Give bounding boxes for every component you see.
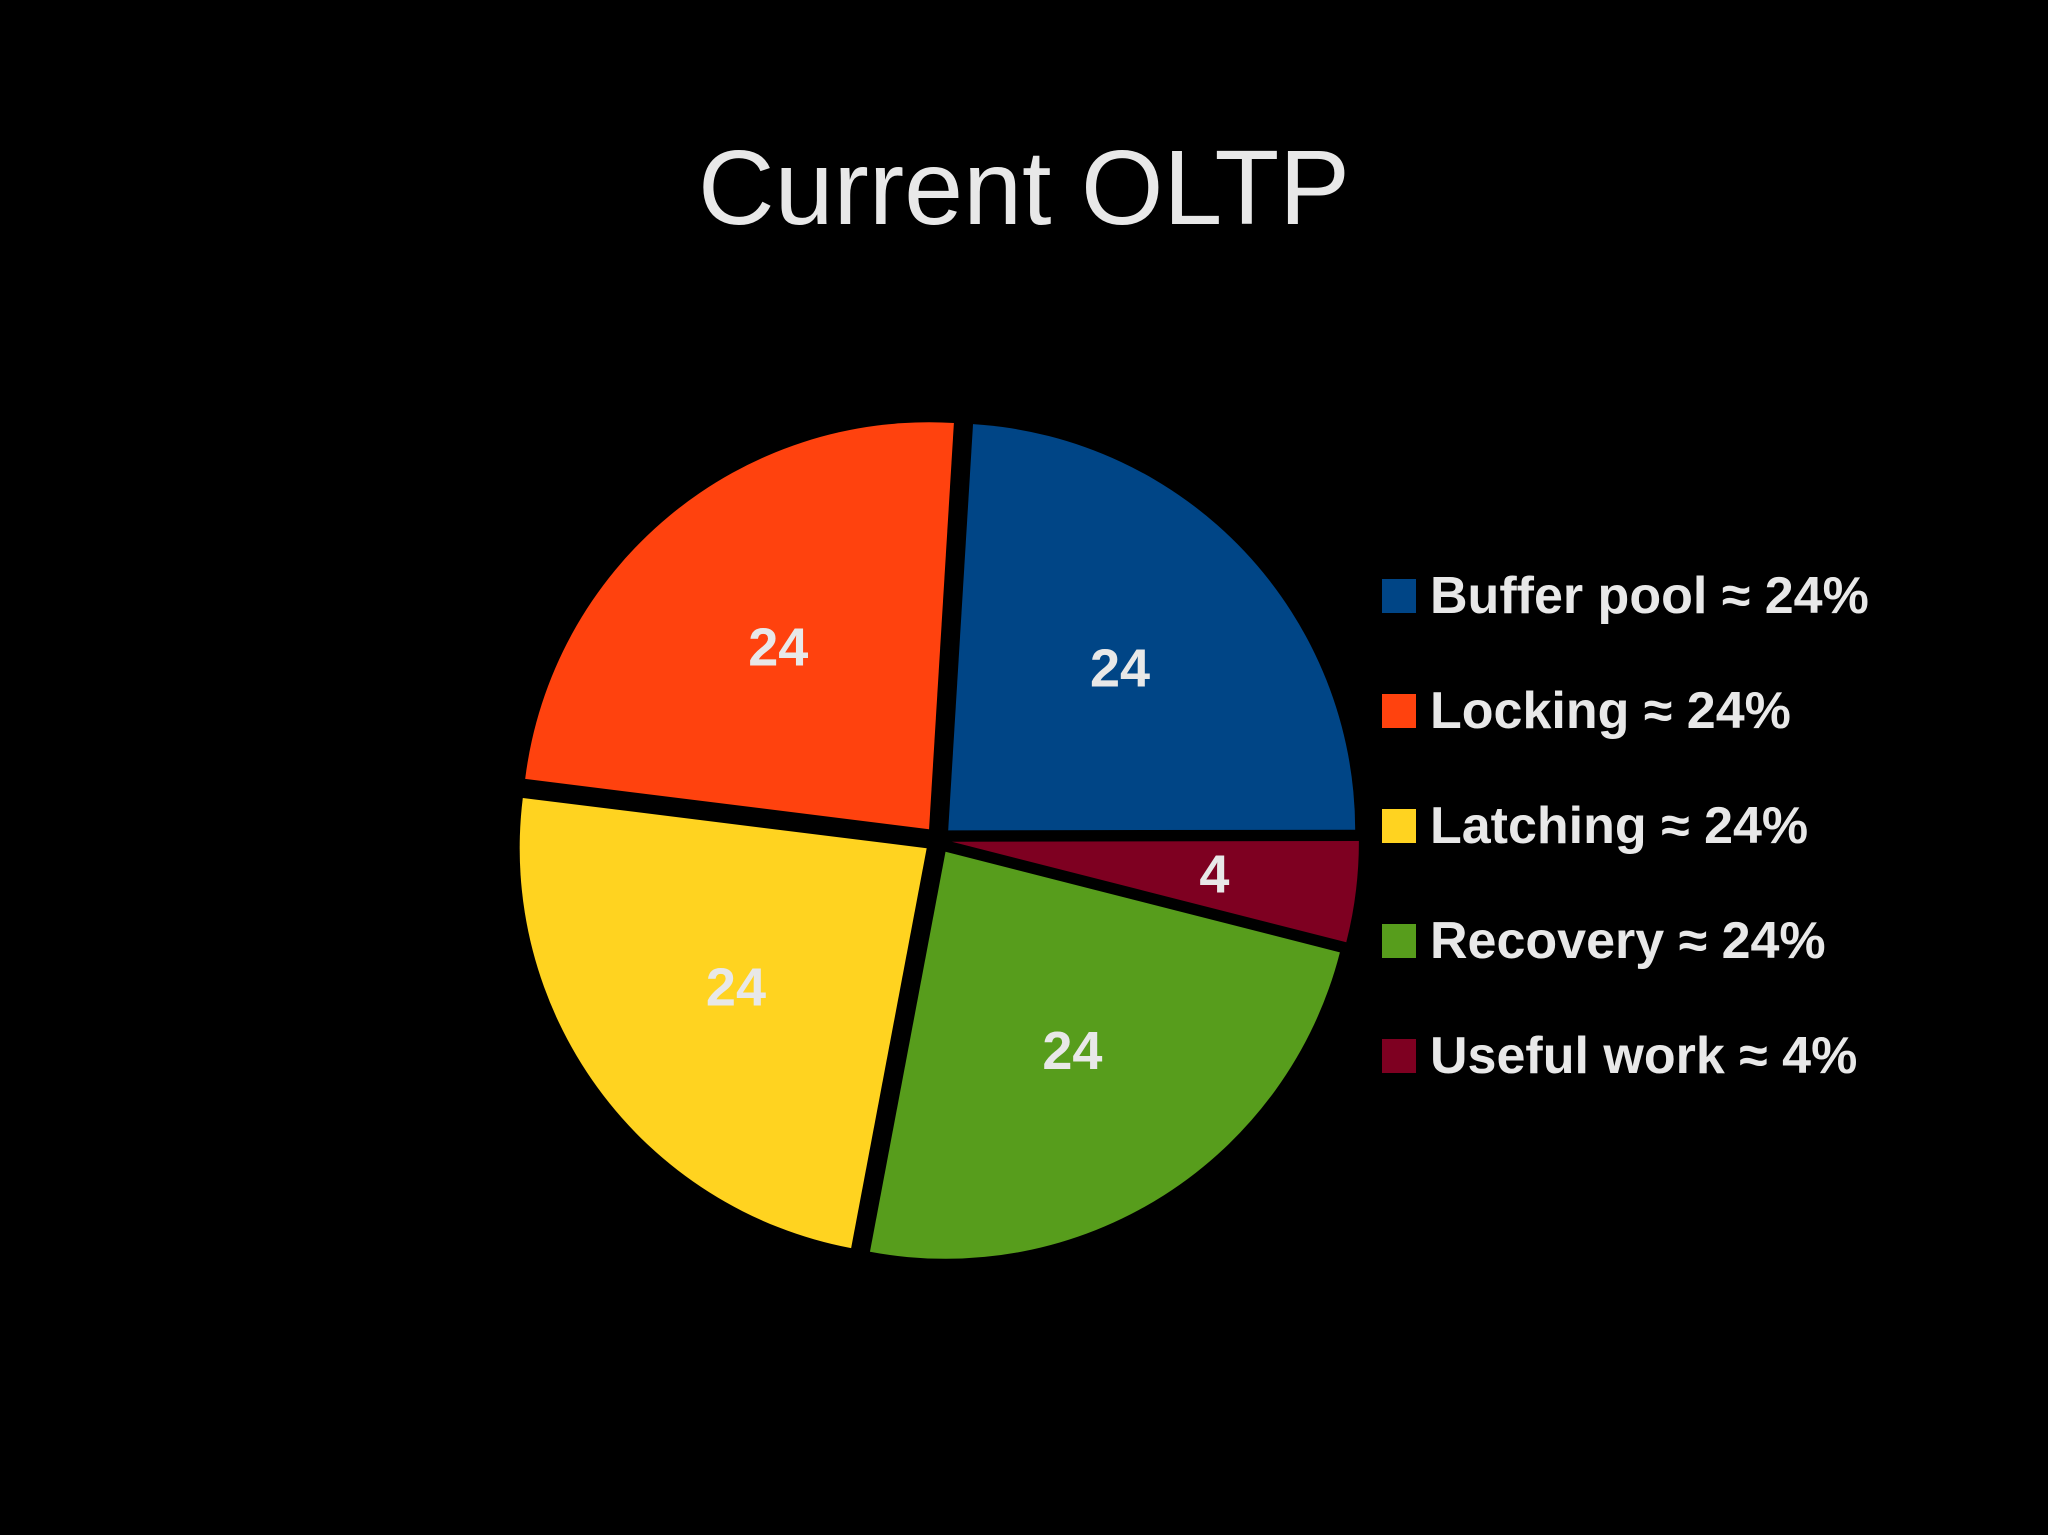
chart-title: Current OLTP	[698, 129, 1350, 247]
slice-label-buffer-pool: 24	[1090, 639, 1150, 699]
pie-slice-latching	[519, 797, 927, 1249]
legend-item-locking: Locking ≈ 24%	[1382, 653, 1869, 768]
legend-swatch	[1382, 693, 1416, 728]
legend-label: Buffer pool ≈ 24%	[1430, 566, 1869, 625]
legend-swatch	[1382, 808, 1416, 843]
legend-swatch	[1382, 923, 1416, 958]
chart-legend: Buffer pool ≈ 24% Locking ≈ 24% Latching ≈…	[1382, 538, 1869, 1113]
legend-item-useful-work: Useful work ≈ 4%	[1382, 998, 1869, 1113]
legend-swatch	[1382, 1038, 1416, 1073]
legend-swatch	[1382, 578, 1416, 613]
slice-label-latching: 24	[706, 957, 766, 1017]
slice-label-recovery: 24	[1042, 1021, 1102, 1081]
slice-label-useful-work: 4	[1199, 844, 1229, 904]
slice-label-locking: 24	[748, 618, 808, 678]
legend-label: Recovery ≈ 24%	[1430, 911, 1826, 970]
pie-slice-useful-work	[951, 841, 1359, 943]
legend-label: Latching ≈ 24%	[1430, 796, 1809, 855]
pie-slice-locking	[525, 422, 954, 830]
legend-label: Useful work ≈ 4%	[1430, 1026, 1858, 1085]
legend-item-buffer-pool: Buffer pool ≈ 24%	[1382, 538, 1869, 653]
legend-label: Locking ≈ 24%	[1430, 681, 1791, 740]
pie-slice-buffer-pool	[948, 424, 1356, 831]
legend-item-latching: Latching ≈ 24%	[1382, 768, 1869, 883]
legend-item-recovery: Recovery ≈ 24%	[1382, 883, 1869, 998]
pie-slice-recovery	[869, 851, 1340, 1259]
